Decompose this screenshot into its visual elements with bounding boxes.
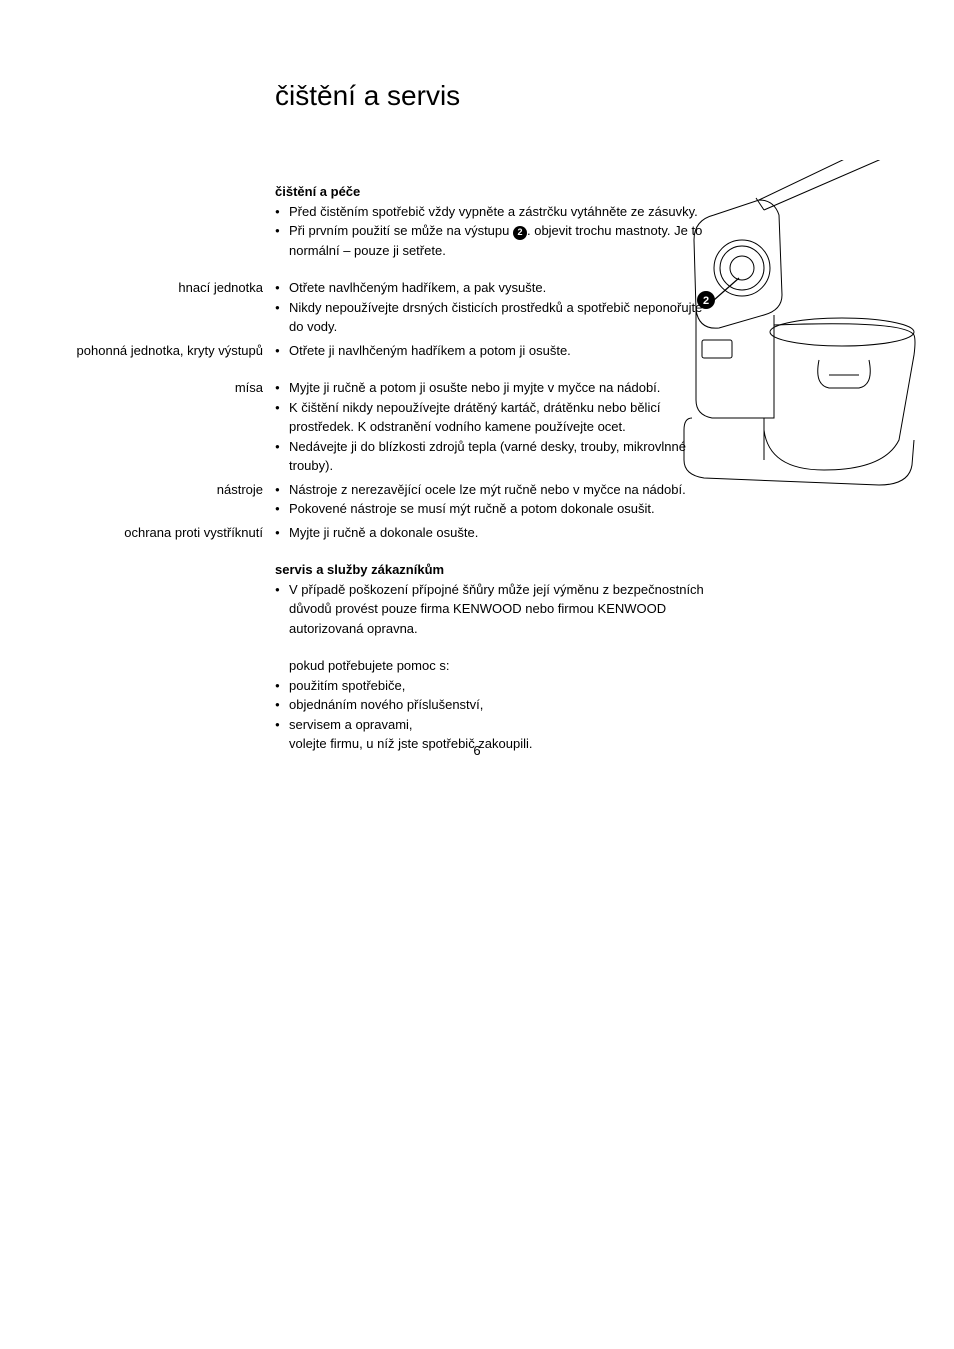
section-label: pohonná jednotka, kryty výstupů [40, 341, 275, 361]
section-label [40, 182, 275, 260]
bullet-marker [275, 499, 289, 519]
bullet-item: Při prvním použití se může na výstupu 2.… [275, 221, 705, 260]
bullet-item: servisem a opravami, [275, 715, 705, 735]
bullet-item: Myjte ji ručně a potom ji osušte nebo ji… [275, 378, 705, 398]
callout-number-icon: 2 [513, 226, 527, 240]
bullet-text: Při prvním použití se může na výstupu 2.… [289, 221, 705, 260]
page-title: čištění a servis [275, 80, 914, 112]
mixer-illustration-icon: 2 [664, 160, 924, 490]
bullet-text: Otřete navlhčeným hadříkem, a pak vysušt… [289, 278, 705, 298]
section-content: Otřete navlhčeným hadříkem, a pak vysušt… [275, 278, 705, 337]
bullet-text: Otřete ji navlhčeným hadříkem a potom ji… [289, 341, 705, 361]
bullet-text: Myjte ji ručně a dokonale osušte. [289, 523, 705, 543]
bullet-item: Pokovené nástroje se musí mýt ručně a po… [275, 499, 705, 519]
section-content: Myjte ji ručně a dokonale osušte. [275, 523, 705, 543]
bullet-text: Před čistěním spotřebič vždy vypněte a z… [289, 202, 705, 222]
section-content: Otřete ji navlhčeným hadříkem a potom ji… [275, 341, 705, 361]
bullet-marker [275, 523, 289, 543]
section-content: Myjte ji ručně a potom ji osušte nebo ji… [275, 378, 705, 476]
bullet-item: Myjte ji ručně a dokonale osušte. [275, 523, 705, 543]
bullet-text: K čištění nikdy nepoužívejte drátěný kar… [289, 398, 705, 437]
diagram-callout-number: 2 [703, 295, 709, 307]
section-content: Nástroje z nerezavějící ocele lze mýt ru… [275, 480, 705, 519]
bullet-text: servisem a opravami, [289, 715, 705, 735]
bullet-text: Nedávejte ji do blízkosti zdrojů tepla (… [289, 437, 705, 476]
bullet-marker [275, 480, 289, 500]
bullet-marker [275, 695, 289, 715]
bullet-item: Otřete ji navlhčeným hadříkem a potom ji… [275, 341, 705, 361]
section-label [40, 656, 275, 754]
section-label: ochrana proti vystříknutí [40, 523, 275, 543]
section-label: mísa [40, 378, 275, 476]
bullet-item: Nedávejte ji do blízkosti zdrojů tepla (… [275, 437, 705, 476]
bullet-marker [275, 398, 289, 437]
bullet-item: Otřete navlhčeným hadříkem, a pak vysušt… [275, 278, 705, 298]
bullet-marker [275, 580, 289, 639]
bullet-marker [275, 278, 289, 298]
bullet-item: objednáním nového příslušenství, [275, 695, 705, 715]
bullet-text: objednáním nového příslušenství, [289, 695, 705, 715]
bullet-marker [275, 715, 289, 735]
bullet-marker [275, 437, 289, 476]
section-label [40, 560, 275, 638]
bullet-marker [275, 676, 289, 696]
bullet-item: K čištění nikdy nepoužívejte drátěný kar… [275, 398, 705, 437]
bullet-item: Nikdy nepoužívejte drsných čisticích pro… [275, 298, 705, 337]
section-content: čištění a péče Před čistěním spotřebič v… [275, 182, 705, 260]
bullet-item: V případě poškození přípojné šňůry může … [275, 580, 705, 639]
bullet-marker [275, 202, 289, 222]
bullet-marker [275, 341, 289, 361]
bullet-marker [275, 298, 289, 337]
section-label: hnací jednotka [40, 278, 275, 337]
section-heading: servis a služby zákazníkům [275, 560, 705, 580]
section-row: pokud potřebujete pomoc s: použitím spot… [40, 656, 914, 754]
bullet-marker [275, 378, 289, 398]
section-label: nástroje [40, 480, 275, 519]
bullet-item: Nástroje z nerezavějící ocele lze mýt ru… [275, 480, 705, 500]
trailing-text: volejte firmu, u níž jste spotřebič zako… [275, 734, 705, 754]
section-content: pokud potřebujete pomoc s: použitím spot… [275, 656, 705, 754]
bullet-text: Nikdy nepoužívejte drsných čisticích pro… [289, 298, 705, 337]
section-row: servis a služby zákazníkům V případě poš… [40, 560, 914, 638]
page-number: 6 [473, 743, 480, 758]
bullet-text: Nástroje z nerezavějící ocele lze mýt ru… [289, 480, 705, 500]
bullet-text: V případě poškození přípojné šňůry může … [289, 580, 705, 639]
mixer-diagram: 2 [664, 160, 924, 493]
section-row: ochrana proti vystříknutí Myjte ji ručně… [40, 523, 914, 543]
bullet-text: Myjte ji ručně a potom ji osušte nebo ji… [289, 378, 705, 398]
bullet-marker [275, 221, 289, 260]
bullet-item: Před čistěním spotřebič vždy vypněte a z… [275, 202, 705, 222]
section-content: servis a služby zákazníkům V případě poš… [275, 560, 705, 638]
document-page: čištění a servis čištění a péče Před čis… [0, 0, 954, 798]
section-heading: čištění a péče [275, 182, 705, 202]
bullet-text: Pokovené nástroje se musí mýt ručně a po… [289, 499, 705, 519]
plain-text: pokud potřebujete pomoc s: [275, 656, 705, 676]
bullet-text: použitím spotřebiče, [289, 676, 705, 696]
bullet-item: použitím spotřebiče, [275, 676, 705, 696]
